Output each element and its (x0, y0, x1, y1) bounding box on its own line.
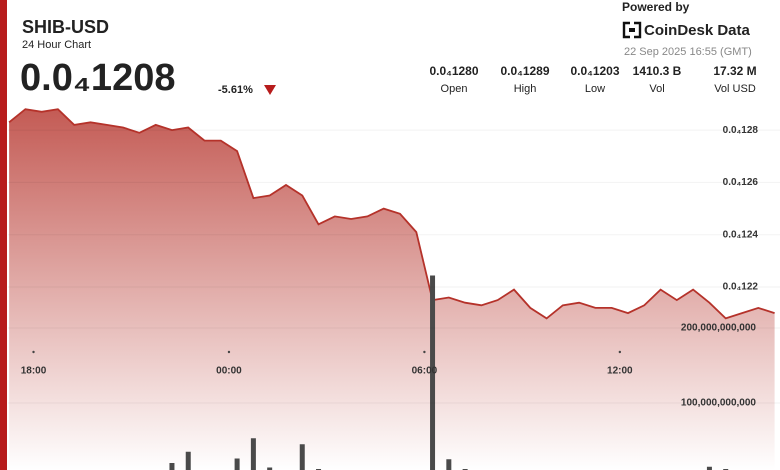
down-arrow (264, 85, 276, 95)
timestamp: 22 Sep 2025 16:55 (GMT) (624, 46, 752, 58)
plot: 0.0₄122 0.0₄124 0.0₄126 0.0₄128 100,000,000,… (8, 108, 780, 470)
left-accent (0, 0, 7, 470)
y2-tick-label: 100,000,000,000 (681, 398, 757, 409)
volume-bar (430, 275, 436, 470)
x-tick-mark (32, 350, 35, 354)
y-tick-label: 0.0₄126 (723, 177, 759, 188)
y-tick-label: 0.0₄124 (723, 229, 759, 240)
volume-bar (250, 438, 256, 470)
y-tick-label: 0.0₄122 (723, 282, 759, 293)
stat-label: Open (441, 83, 468, 95)
stat-label: Low (585, 83, 605, 95)
stat-value: 0.0₄1280 (429, 64, 478, 78)
stat-value: 1410.3 B (633, 64, 682, 78)
volume-bar (299, 444, 305, 470)
stat-value: 0.0₄1203 (570, 64, 619, 78)
x-tick-mark (227, 350, 231, 354)
volume-bar (706, 466, 712, 470)
brand: CoinDesk Data (644, 22, 751, 39)
volume-bar (446, 459, 452, 470)
volume-bar (267, 467, 273, 470)
stat-label: High (514, 83, 537, 95)
stat-label: Vol (649, 83, 664, 95)
price-area (9, 109, 775, 470)
volume-bar (185, 451, 191, 470)
volume-bar (169, 463, 175, 470)
x-tick-label: 12:00 (607, 366, 633, 377)
x-tick-mark (423, 350, 426, 354)
subtitle: 24 Hour Chart (22, 39, 91, 51)
y-tick-label: 0.0₄128 (723, 125, 759, 136)
x-tick-mark (618, 350, 622, 354)
brand-icon (622, 21, 642, 39)
symbol: SHIB-USD (22, 17, 109, 37)
x-tick-label: 18:00 (21, 366, 47, 377)
x-tick-label: 06:00 (412, 366, 438, 377)
stat-value: 17.32 M (713, 64, 756, 78)
volume-bar (234, 458, 240, 470)
change: -5.61% (218, 84, 253, 96)
stat-value: 0.0₄1289 (500, 64, 549, 78)
price-line (8, 108, 775, 320)
x-tick-label: 00:00 (216, 366, 242, 377)
stat-label: Vol USD (714, 83, 756, 95)
price: 0.0₄1208 (20, 57, 175, 99)
powered-by: Powered by (622, 0, 690, 14)
stats: 0.0₄1280 Open 0.0₄1289 High 0.0₄1203 Low 1410.… (429, 64, 756, 95)
y2-tick-label: 200,000,000,000 (681, 323, 757, 334)
